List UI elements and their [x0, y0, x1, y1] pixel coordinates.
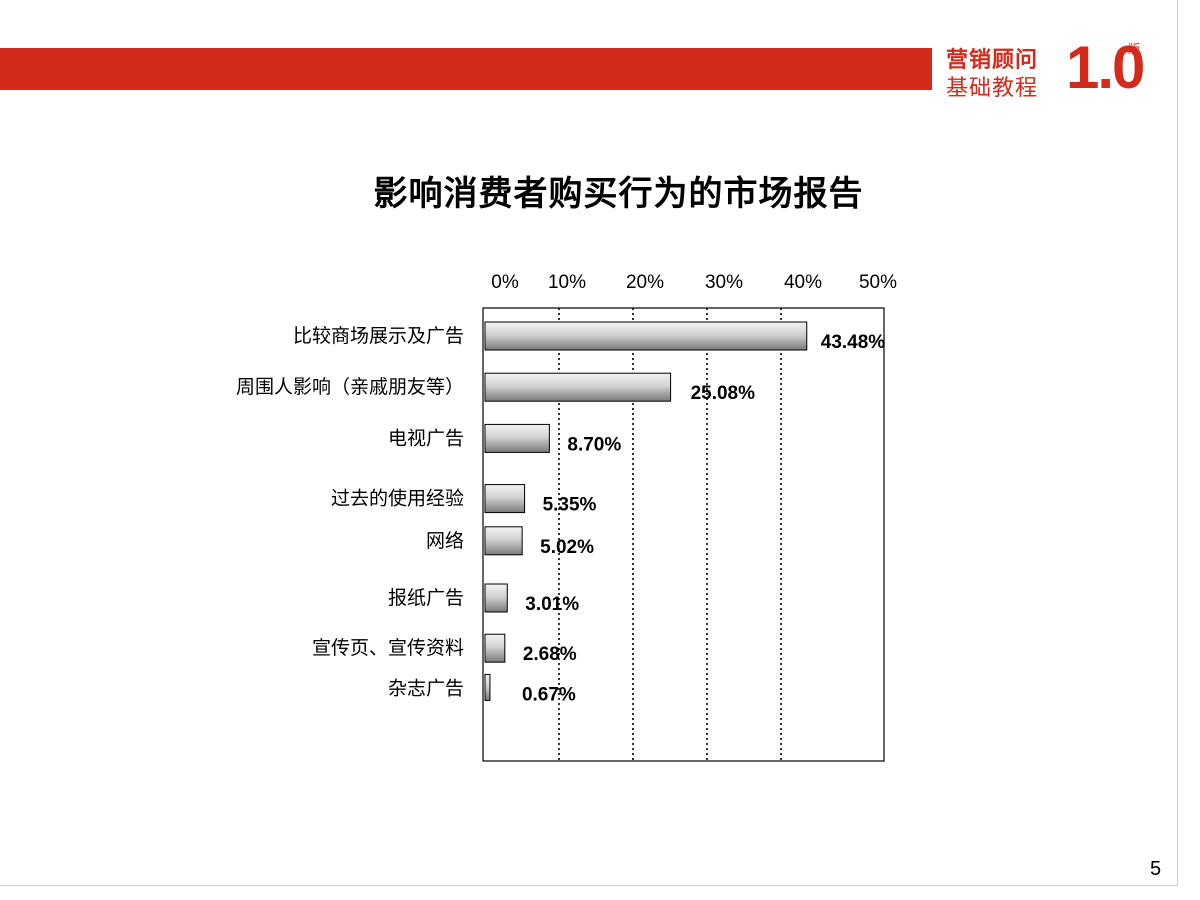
value-label: 8.70%: [567, 434, 621, 455]
value-label: 25.08%: [691, 383, 756, 404]
value-label: 5.35%: [543, 495, 597, 516]
bar: [484, 484, 526, 514]
x-tick-label: 30%: [705, 272, 743, 293]
category-label: 网络: [426, 530, 464, 552]
category-label: 比较商场展示及广告: [293, 325, 464, 347]
x-tick-label: 0%: [491, 272, 519, 293]
bar: [484, 633, 506, 663]
value-label: 3.01%: [525, 594, 579, 615]
brand-line2: 基础教程: [946, 76, 1039, 101]
brand-version: 1.0: [1066, 34, 1145, 101]
x-axis-ticks: 0% 10% 20% 30% 40% 50%: [491, 272, 897, 293]
x-tick-label: 40%: [784, 272, 822, 293]
bar: [484, 526, 523, 556]
value-label: 2.68%: [523, 644, 577, 665]
category-label: 过去的使用经验: [331, 488, 464, 510]
value-label: 43.48%: [821, 332, 886, 353]
header-band: [0, 48, 932, 90]
bar: [484, 423, 550, 453]
brand-edition: 版: [1128, 42, 1141, 56]
x-tick-label: 10%: [548, 272, 586, 293]
category-label: 电视广告: [388, 427, 464, 449]
category-label: 杂志广告: [388, 677, 464, 699]
slide: 营销顾问 基础教程 1.0 版 影响消费者购买行为的市场报告 0% 10% 20% 3…: [0, 0, 1178, 886]
brand-logo: 营销顾问 基础教程 1.0 版: [946, 34, 1156, 102]
bar: [484, 583, 508, 613]
bar: [484, 321, 808, 351]
category-label: 宣传页、宣传资料: [312, 637, 464, 659]
brand-line1: 营销顾问: [946, 48, 1039, 73]
value-labels: 43.48% 25.08% 8.70% 5.35% 5.02% 3.01% 2.68% 0.6…: [522, 332, 885, 705]
plot-frame: [482, 307, 885, 762]
value-label: 0.67%: [522, 684, 576, 705]
bar: [484, 372, 672, 402]
bar: [484, 673, 491, 701]
category-label: 周围人影响（亲戚朋友等）: [236, 376, 464, 398]
category-label: 报纸广告: [388, 587, 464, 609]
value-label: 5.02%: [540, 537, 594, 558]
x-tick-label: 20%: [626, 272, 664, 293]
x-tick-label: 50%: [859, 272, 897, 293]
chart-title: 影响消费者购买行为的市场报告: [373, 174, 864, 214]
page-number: 5: [1150, 858, 1162, 880]
bars: [484, 321, 808, 701]
